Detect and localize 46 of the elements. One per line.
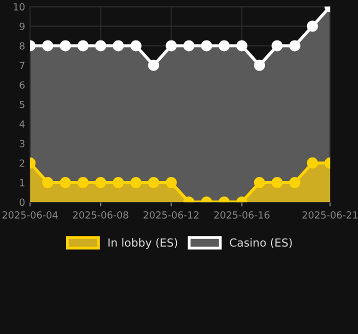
point bbox=[200, 40, 212, 52]
y-tick-label: 4 bbox=[20, 120, 25, 128]
point bbox=[42, 40, 54, 52]
point bbox=[95, 40, 106, 52]
y-tick-label: 3 bbox=[20, 140, 24, 148]
point bbox=[166, 176, 177, 188]
point bbox=[112, 40, 124, 52]
point bbox=[77, 40, 89, 52]
point bbox=[95, 176, 106, 188]
point bbox=[254, 176, 266, 188]
legend-label: In lobby (ES) bbox=[108, 238, 178, 249]
point bbox=[112, 176, 124, 188]
point bbox=[130, 40, 142, 52]
point bbox=[42, 176, 54, 188]
x-tick-label: 2025-06-04 bbox=[2, 211, 58, 219]
point bbox=[148, 60, 160, 71]
point bbox=[272, 176, 283, 188]
point bbox=[254, 60, 266, 71]
point bbox=[183, 40, 194, 52]
y-tick-label: 6 bbox=[20, 81, 25, 89]
point bbox=[60, 40, 71, 52]
y-tick-label: 7 bbox=[20, 62, 24, 69]
y-tick-label: 2 bbox=[20, 159, 24, 167]
x-tick-label: 2025-06-12 bbox=[144, 211, 199, 219]
point bbox=[306, 20, 318, 32]
y-tick-label: 9 bbox=[20, 22, 25, 30]
point bbox=[166, 40, 177, 52]
legend-label: Casino (ES) bbox=[230, 238, 292, 248]
point bbox=[60, 176, 71, 188]
y-tick-label: 10 bbox=[14, 3, 25, 11]
point bbox=[289, 40, 300, 52]
point bbox=[77, 176, 89, 188]
point bbox=[306, 157, 318, 169]
point bbox=[130, 176, 142, 188]
point bbox=[289, 176, 300, 188]
point bbox=[272, 40, 283, 52]
y-tick-label: 1 bbox=[20, 179, 24, 186]
point bbox=[148, 176, 160, 188]
x-tick-label: 2025-06-16 bbox=[214, 211, 270, 219]
point bbox=[236, 40, 248, 52]
x-tick-label: 2025-06-08 bbox=[73, 211, 128, 219]
x-tick-label: 2025-06-21 bbox=[302, 211, 358, 219]
point bbox=[218, 40, 230, 52]
y-tick-label: 0 bbox=[20, 198, 25, 206]
y-tick-label: 8 bbox=[20, 42, 25, 50]
y-tick-label: 5 bbox=[20, 100, 24, 108]
